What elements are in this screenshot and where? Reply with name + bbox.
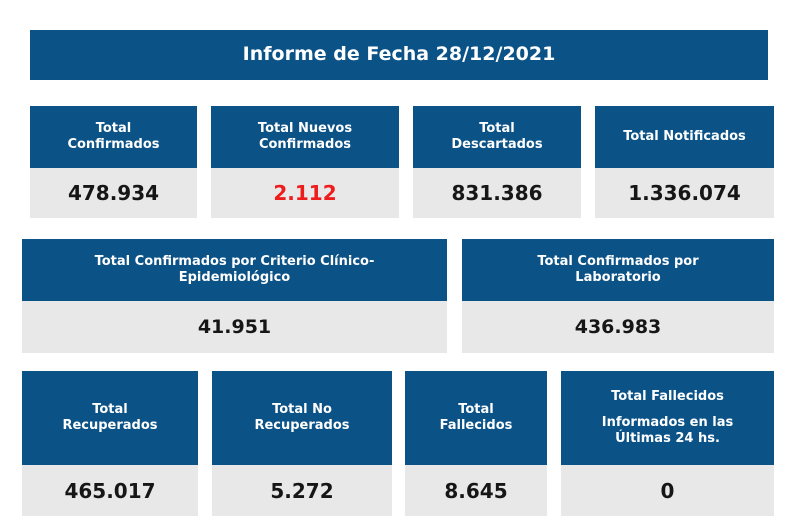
- total-recuperados-label: Total Recuperados: [22, 371, 198, 465]
- total-nuevos-confirmados-value: 2.112: [211, 168, 399, 218]
- total-confirmados-label: Total Confirmados: [30, 106, 197, 168]
- total-fallecidos-label: Total Fallecidos: [405, 371, 547, 465]
- total-nuevos-confirmados-label: Total Nuevos Confirmados: [211, 106, 399, 168]
- confirmados-criterio-clinico-value: 41.951: [22, 301, 447, 353]
- total-descartados-label: Total Descartados: [413, 106, 581, 168]
- total-descartados-value: 831.386: [413, 168, 581, 218]
- total-no-recuperados-label: Total No Recuperados: [212, 371, 392, 465]
- confirmados-laboratorio-label: Total Confirmados por Laboratorio: [462, 239, 774, 301]
- confirmados-laboratorio-value: 436.983: [462, 301, 774, 353]
- total-notificados-value: 1.336.074: [595, 168, 774, 218]
- total-recuperados-value: 465.017: [22, 465, 198, 516]
- report-title: Informe de Fecha 28/12/2021: [30, 30, 768, 80]
- fallecidos-ultimas-24hs-label: Total Fallecidos Informados en las Últim…: [561, 371, 774, 465]
- total-confirmados-value: 478.934: [30, 168, 197, 218]
- confirmados-criterio-clinico-label: Total Confirmados por Criterio Clínico- …: [22, 239, 447, 301]
- total-notificados-label: Total Notificados: [595, 106, 774, 168]
- total-no-recuperados-value: 5.272: [212, 465, 392, 516]
- fallecidos-ultimas-24hs-value: 0: [561, 465, 774, 516]
- total-fallecidos-value: 8.645: [405, 465, 547, 516]
